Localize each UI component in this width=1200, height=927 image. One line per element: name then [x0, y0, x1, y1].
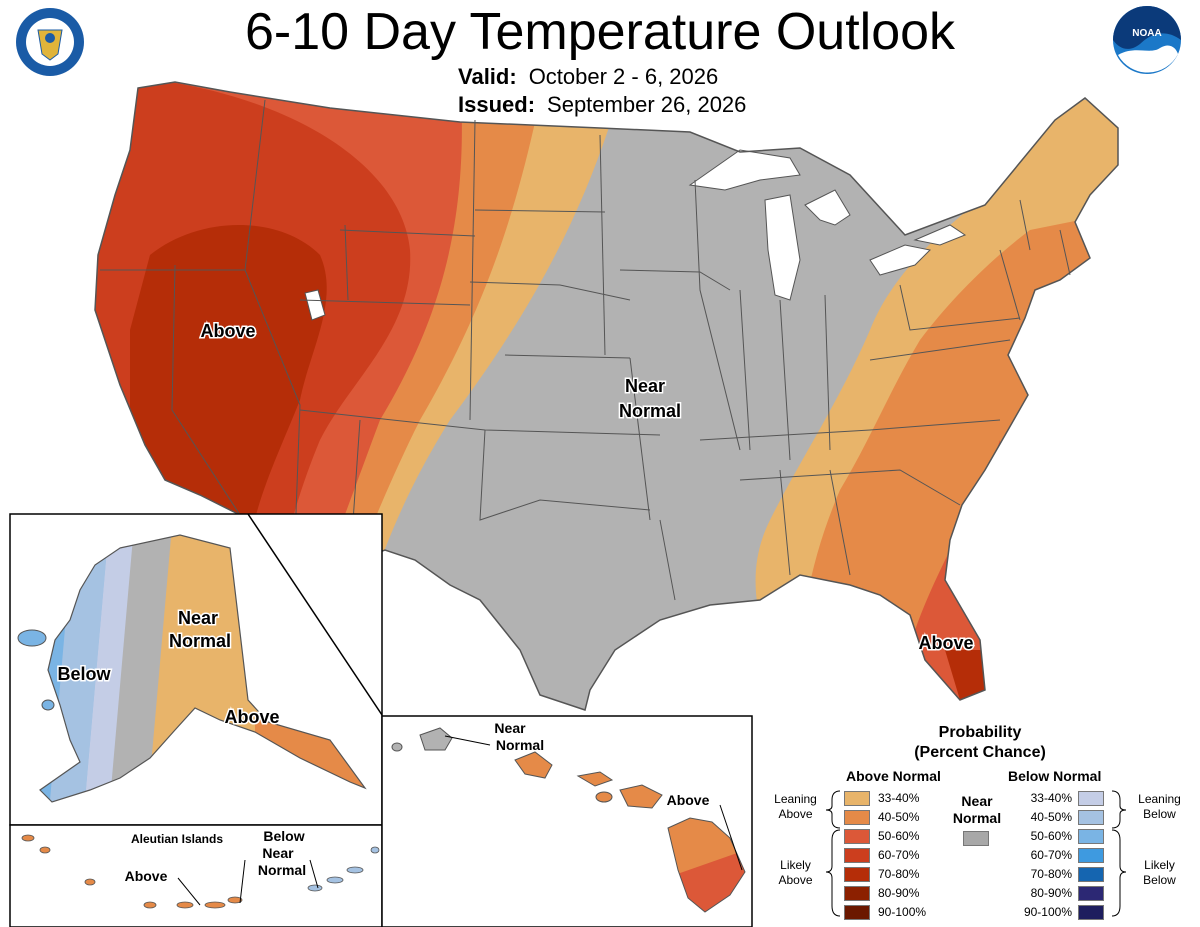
- issued-label: Issued:: [458, 92, 536, 117]
- legend-below-swatch: [1078, 905, 1104, 920]
- map-title: 6-10 Day Temperature Outlook: [244, 3, 956, 61]
- label-hawaii-near-2: Normal: [496, 737, 544, 753]
- svg-text:NOAA: NOAA: [1132, 28, 1161, 39]
- legend-leaning-above: Leaning Above: [774, 792, 817, 821]
- legend-above-swatch: [844, 829, 870, 844]
- legend-above-swatch: [844, 791, 870, 806]
- label-conus-above: Above: [200, 321, 255, 341]
- legend-likely-below: Likely Below: [1143, 858, 1176, 887]
- legend-below-range: 60-70%: [1030, 848, 1072, 862]
- commerce-seal-icon: [16, 8, 84, 76]
- legend-above-range: 40-50%: [878, 810, 920, 824]
- label-conus-near-1: Near: [625, 376, 665, 396]
- valid-label: Valid:: [458, 64, 517, 89]
- legend-below-range: 40-50%: [1030, 810, 1072, 824]
- label-alaska-near-2: Normal: [169, 631, 231, 651]
- legend-near-swatch: [963, 831, 989, 846]
- legend-above-swatch: [844, 810, 870, 825]
- valid-dates: Valid: October 2 - 6, 2026: [458, 64, 718, 90]
- label-florida-above: Above: [918, 633, 973, 653]
- legend-below-swatch: [1078, 886, 1104, 901]
- legend-above-swatch: [844, 867, 870, 882]
- legend-near-normal: Near Normal: [952, 793, 1002, 826]
- legend-leaning-below: Leaning Below: [1138, 792, 1181, 821]
- label-hawaii-near-1: Near: [494, 720, 526, 736]
- legend-title-1: Probability: [938, 724, 1022, 741]
- noaa-logo-icon: NOAA: [1113, 6, 1181, 74]
- legend-above-range: 60-70%: [878, 848, 920, 862]
- legend-above-header: Above Normal: [846, 768, 941, 784]
- aleutian-inset: [9, 824, 383, 927]
- label-conus-near-2: Normal: [619, 401, 681, 421]
- label-alaska-below: Below: [57, 664, 111, 684]
- state-borders: [100, 99, 1071, 601]
- legend-below-swatch: [1078, 791, 1104, 806]
- legend-below-range: 80-90%: [1030, 886, 1072, 900]
- label-aleutian-title: Aleutian Islands: [131, 832, 223, 846]
- legend-below-swatch: [1078, 810, 1104, 825]
- legend-above-range: 90-100%: [878, 905, 927, 919]
- legend-below-header: Below Normal: [1008, 768, 1102, 784]
- label-hawaii-above: Above: [667, 792, 710, 808]
- legend-likely-above: Likely Above: [778, 858, 813, 887]
- great-lakes: [304, 149, 967, 321]
- legend-above-swatch: [844, 905, 870, 920]
- legend-below-swatch: [1078, 848, 1104, 863]
- legend-above-swatch: [844, 848, 870, 863]
- legend-below-range: 33-40%: [1030, 791, 1072, 805]
- label-alaska-above: Above: [224, 707, 279, 727]
- alaska-inset: [9, 513, 383, 826]
- issued-date: Issued: September 26, 2026: [458, 92, 746, 118]
- legend-title-2: (Percent Chance): [914, 744, 1046, 761]
- label-aleutian-below-2: Near: [262, 845, 294, 861]
- legend-above-range: 50-60%: [878, 829, 920, 843]
- legend-braces: [825, 790, 1127, 917]
- issued-value: September 26, 2026: [547, 92, 747, 117]
- legend-above-swatch: [844, 886, 870, 901]
- legend-above-range: 33-40%: [878, 791, 920, 805]
- legend-above-range: 80-90%: [878, 886, 920, 900]
- legend-below-range: 90-100%: [1023, 905, 1072, 919]
- legend-above-range: 70-80%: [878, 867, 920, 881]
- valid-value: October 2 - 6, 2026: [528, 64, 719, 89]
- label-aleutian-below-1: Below: [263, 828, 304, 844]
- probability-legend: Probability (Percent Chance) Above Norma…: [760, 720, 1200, 927]
- legend-below-range: 70-80%: [1030, 867, 1072, 881]
- label-aleutian-below-3: Normal: [258, 862, 306, 878]
- legend-below-swatch: [1078, 829, 1104, 844]
- legend-below-swatch: [1078, 867, 1104, 882]
- label-aleutian-above: Above: [125, 868, 168, 884]
- label-alaska-near-1: Near: [178, 608, 218, 628]
- hawaii-inset: [381, 715, 753, 927]
- legend-below-range: 50-60%: [1030, 829, 1072, 843]
